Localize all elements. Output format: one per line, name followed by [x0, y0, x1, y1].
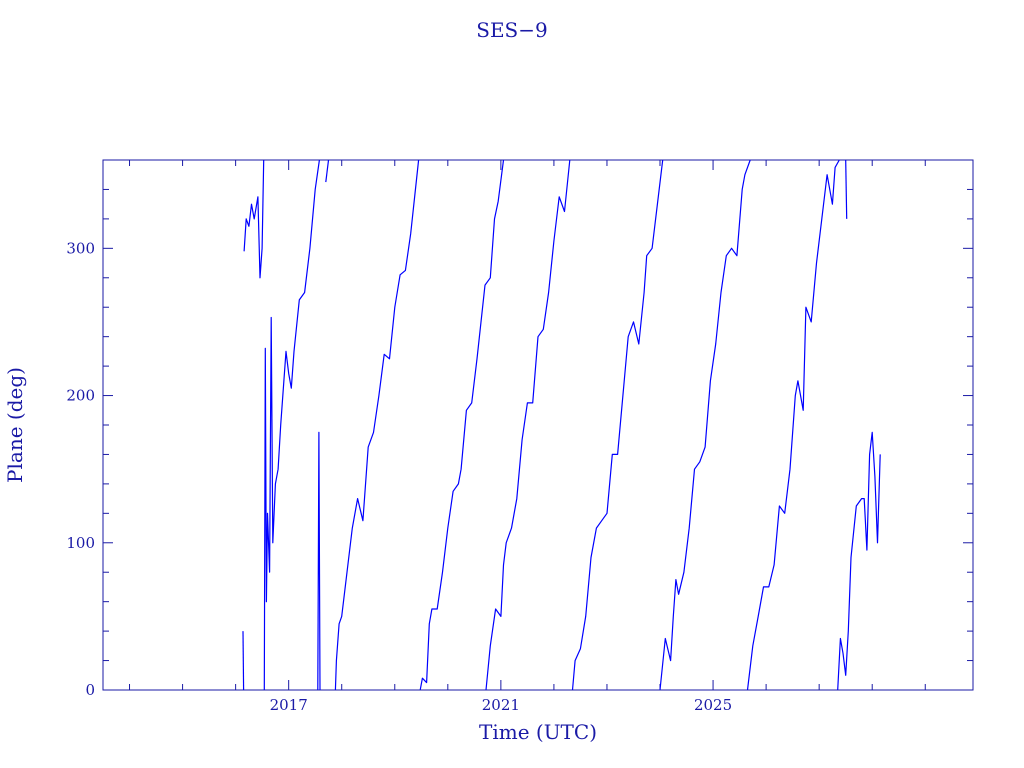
y-tick-label: 100: [66, 534, 95, 552]
x-tick-label: 2025: [694, 696, 732, 714]
series-segment-3: [317, 431, 321, 691]
y-tick-label: 200: [66, 387, 95, 405]
series-segment-11: [837, 431, 881, 691]
series-segment-8: [571, 159, 664, 691]
series-segment-12: [845, 159, 848, 219]
chart-title: SES−9: [476, 18, 547, 42]
series-segment-5: [334, 159, 420, 691]
series-segment-9: [659, 159, 751, 691]
x-axis-label: Time (UTC): [479, 720, 597, 744]
plot-area-border: [102, 159, 974, 691]
x-tick-label: 2021: [482, 696, 520, 714]
x-tick-label: 2017: [270, 696, 308, 714]
axis-ticks: 2017 2021 2025 0 100 200 300: [66, 159, 973, 714]
plot-frame: [102, 159, 974, 691]
y-tick-label: 0: [85, 681, 95, 699]
series-segment-1: [242, 631, 245, 691]
series-segment-6: [419, 159, 505, 691]
series-segment-10: [746, 159, 840, 691]
y-tick-label: 300: [66, 239, 95, 257]
series-segment-2: [263, 159, 320, 691]
series-segment-0: [243, 159, 265, 279]
series-segment-7: [485, 159, 571, 691]
series-group: [242, 159, 881, 691]
series-segment-4: [325, 159, 330, 183]
y-axis-label: Plane (deg): [3, 367, 27, 483]
